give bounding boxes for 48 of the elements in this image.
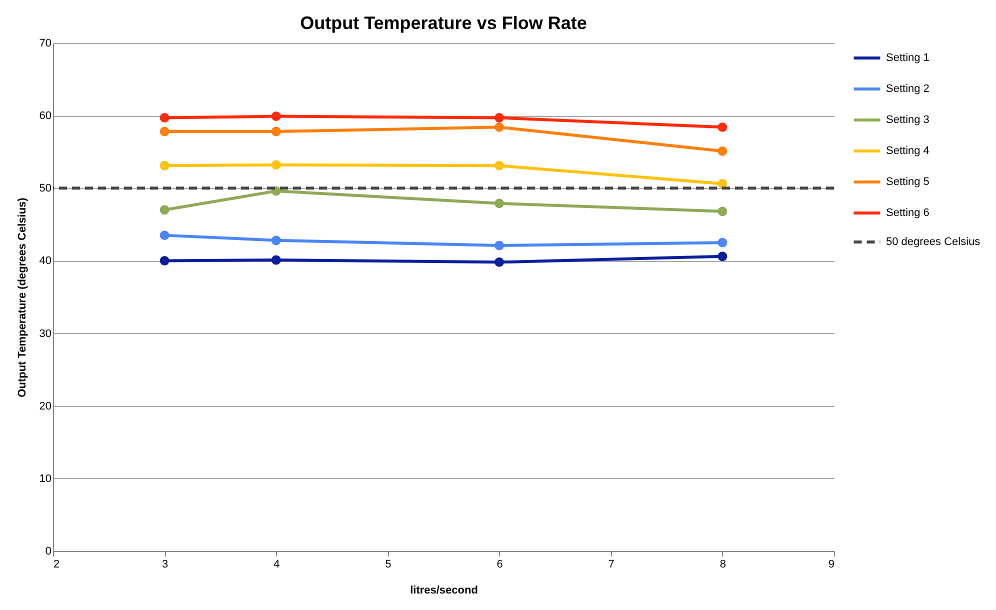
point	[160, 256, 170, 266]
point	[271, 160, 281, 170]
point	[160, 160, 170, 170]
x-tick-label: 9	[828, 558, 834, 570]
y-tick-label: 40	[39, 255, 52, 268]
y-tick-label: 70	[39, 38, 52, 50]
point	[494, 257, 504, 267]
legend-label: Setting 3	[886, 114, 930, 126]
legend-label: Setting 4	[886, 145, 930, 157]
point	[494, 122, 504, 132]
y-tick-label: 0	[45, 546, 52, 558]
point	[160, 230, 170, 240]
x-tick-label: 2	[54, 558, 60, 570]
point	[718, 206, 728, 216]
point	[718, 146, 728, 156]
y-tick-label: 60	[39, 110, 52, 122]
legend-label: 50 degrees Celsius	[886, 236, 981, 248]
y-tick-label: 30	[39, 328, 52, 340]
x-tick-label: 8	[720, 558, 726, 570]
point	[494, 240, 504, 250]
point	[271, 126, 281, 136]
legend-label: Setting 1	[886, 52, 930, 64]
point	[271, 255, 281, 265]
point	[718, 252, 728, 262]
x-tick-label: 6	[496, 558, 503, 570]
y-tick-label: 10	[39, 472, 52, 485]
x-tick-label: 5	[385, 558, 392, 570]
point	[718, 238, 728, 248]
point	[718, 122, 728, 132]
point	[271, 236, 281, 246]
x-tick-label: 4	[274, 558, 280, 570]
x-tick-label: 7	[608, 558, 614, 570]
point	[160, 205, 170, 215]
point	[494, 160, 504, 170]
point	[494, 198, 504, 208]
point	[160, 113, 170, 122]
legend-label: Setting 5	[886, 176, 930, 188]
x-axis-title: litres/second	[410, 584, 478, 596]
legend-label: Setting 2	[886, 83, 930, 95]
chart-title: Output Temperature vs Flow Rate	[300, 13, 587, 33]
y-tick-label: 20	[39, 400, 52, 412]
point	[494, 113, 504, 122]
legend-label: Setting 6	[886, 207, 930, 219]
point	[271, 112, 281, 122]
y-tick-label: 50	[39, 182, 52, 195]
point	[160, 126, 170, 136]
y-axis-title: Output Temperature (degrees Celsius)	[16, 197, 28, 398]
x-tick-label: 3	[162, 558, 168, 570]
